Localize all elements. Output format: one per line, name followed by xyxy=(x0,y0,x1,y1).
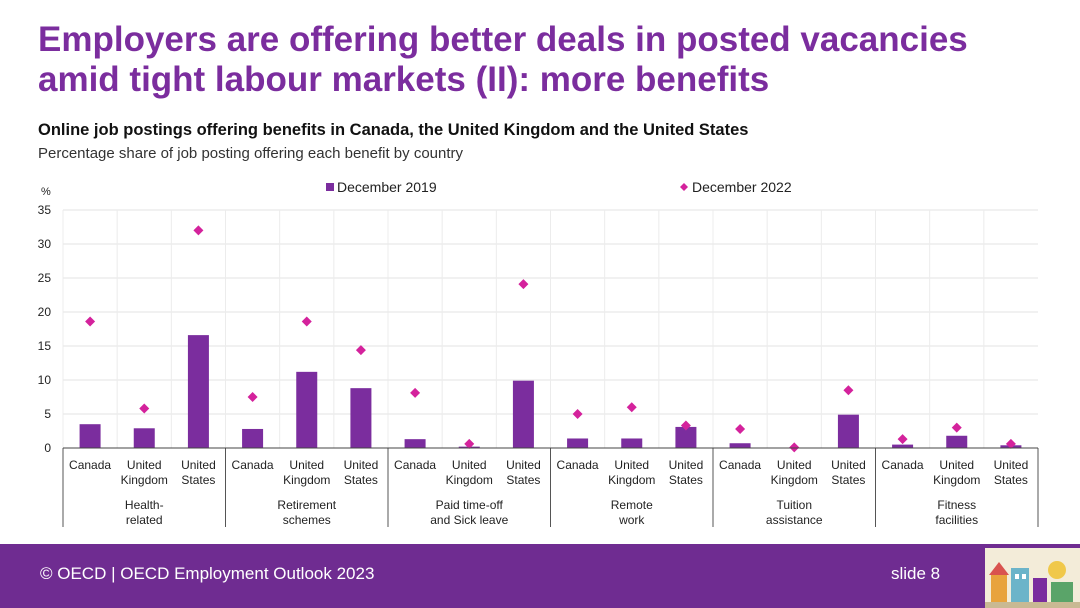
group-label: schemes xyxy=(283,513,331,527)
country-label: Kingdom xyxy=(933,473,980,487)
country-label: Canada xyxy=(394,458,436,472)
country-label: States xyxy=(669,473,703,487)
group-label: Health- xyxy=(125,498,164,512)
group-label: related xyxy=(126,513,163,527)
diamond-dec2022 xyxy=(85,316,96,327)
diamond-dec2022 xyxy=(518,279,529,290)
group-label: Fitness xyxy=(937,498,976,512)
benefits-chart: % 0 5 10 15 20 25 30 35 December 2019 December 202… xyxy=(38,179,1039,527)
y-tick-label: 25 xyxy=(38,271,52,285)
y-axis-unit: % xyxy=(41,186,51,198)
diamond-dec2022 xyxy=(1005,438,1016,449)
bar-dec2019 xyxy=(729,443,751,448)
country-label: United xyxy=(289,458,324,472)
country-label: States xyxy=(994,473,1028,487)
diamond-dec2022 xyxy=(301,316,312,327)
bar-dec2019 xyxy=(296,371,318,448)
country-label: States xyxy=(344,473,378,487)
bar-dec2019 xyxy=(187,335,209,448)
diamond-dec2022 xyxy=(355,345,366,356)
y-tick-label: 30 xyxy=(38,237,52,251)
diamond-dec2022 xyxy=(897,434,908,445)
y-tick-label: 20 xyxy=(38,305,52,319)
diamond-dec2022 xyxy=(464,438,475,449)
country-label: United xyxy=(669,458,704,472)
country-label: Kingdom xyxy=(283,473,330,487)
country-label: United xyxy=(506,458,541,472)
y-tick-label: 0 xyxy=(44,441,51,455)
diamond-dec2022 xyxy=(193,225,204,236)
country-label: United xyxy=(181,458,216,472)
country-label: Canada xyxy=(69,458,111,472)
country-label: United xyxy=(614,458,649,472)
footer-copyright: © OECD | OECD Employment Outlook 2023 xyxy=(40,564,375,583)
country-label: States xyxy=(506,473,540,487)
bar-dec2019 xyxy=(946,435,968,448)
country-label: States xyxy=(181,473,215,487)
diamond-dec2022 xyxy=(139,403,150,414)
country-label: Kingdom xyxy=(771,473,818,487)
legend-marker-dec2019 xyxy=(326,183,334,191)
country-label: United xyxy=(939,458,974,472)
legend-label-dec2019: December 2019 xyxy=(337,179,437,195)
y-tick-label: 10 xyxy=(38,373,52,387)
bar-dec2019 xyxy=(79,424,101,448)
legend-marker-dec2022 xyxy=(680,183,688,191)
country-label: United xyxy=(127,458,162,472)
country-label: Canada xyxy=(719,458,761,472)
country-label: States xyxy=(831,473,865,487)
footer-bar: © OECD | OECD Employment Outlook 2023 sl… xyxy=(0,544,1080,608)
slide-number: slide 8 xyxy=(891,564,941,583)
chart-title: Online job postings offering benefits in… xyxy=(38,121,749,139)
slide-title-line-2: amid tight labour markets (II): more ben… xyxy=(38,60,770,99)
diamond-dec2022 xyxy=(410,387,421,398)
group-label: and Sick leave xyxy=(430,513,508,527)
decorative-illustration xyxy=(985,548,1080,608)
y-tick-label: 5 xyxy=(44,407,51,421)
country-label: United xyxy=(452,458,487,472)
y-tick-label: 15 xyxy=(38,339,52,353)
country-label: Canada xyxy=(232,458,274,472)
country-label: Canada xyxy=(882,458,924,472)
diamond-dec2022 xyxy=(843,385,854,396)
country-label: Kingdom xyxy=(121,473,168,487)
bar-dec2019 xyxy=(567,438,589,448)
country-label: Kingdom xyxy=(608,473,655,487)
bar-dec2019 xyxy=(892,444,914,448)
group-label: work xyxy=(618,513,645,527)
slide-title: Employers are offering better deals in p… xyxy=(38,20,1048,100)
legend-label-dec2022: December 2022 xyxy=(692,179,792,195)
bar-dec2019 xyxy=(133,428,155,448)
diamond-dec2022 xyxy=(789,442,800,453)
diamond-dec2022 xyxy=(572,409,583,419)
diamond-dec2022 xyxy=(626,402,637,413)
group-label: assistance xyxy=(766,513,823,527)
chart-subtitle: Percentage share of job posting offering… xyxy=(38,145,464,162)
bar-dec2019 xyxy=(404,439,426,448)
diamond-dec2022 xyxy=(680,420,691,431)
bar-dec2019 xyxy=(512,380,534,448)
country-label: Canada xyxy=(557,458,599,472)
diamond-dec2022 xyxy=(735,423,746,434)
diamond-dec2022 xyxy=(951,422,962,433)
bar-dec2019 xyxy=(242,428,264,448)
country-label: United xyxy=(994,458,1029,472)
group-label: facilities xyxy=(935,513,978,527)
country-label: United xyxy=(831,458,866,472)
country-label: Kingdom xyxy=(446,473,493,487)
group-label: Retirement xyxy=(277,498,336,512)
country-label: United xyxy=(777,458,812,472)
group-label: Remote xyxy=(611,498,653,512)
bar-dec2019 xyxy=(350,388,372,448)
slide-title-line-1: Employers are offering better deals in p… xyxy=(38,20,968,59)
bar-dec2019 xyxy=(675,426,697,448)
bar-dec2019 xyxy=(621,438,643,448)
y-tick-label: 35 xyxy=(38,203,52,217)
bar-dec2019 xyxy=(837,414,859,448)
country-label: United xyxy=(344,458,379,472)
group-label: Tuition xyxy=(776,498,812,512)
diamond-dec2022 xyxy=(247,392,258,402)
group-label: Paid time-off xyxy=(436,498,504,512)
